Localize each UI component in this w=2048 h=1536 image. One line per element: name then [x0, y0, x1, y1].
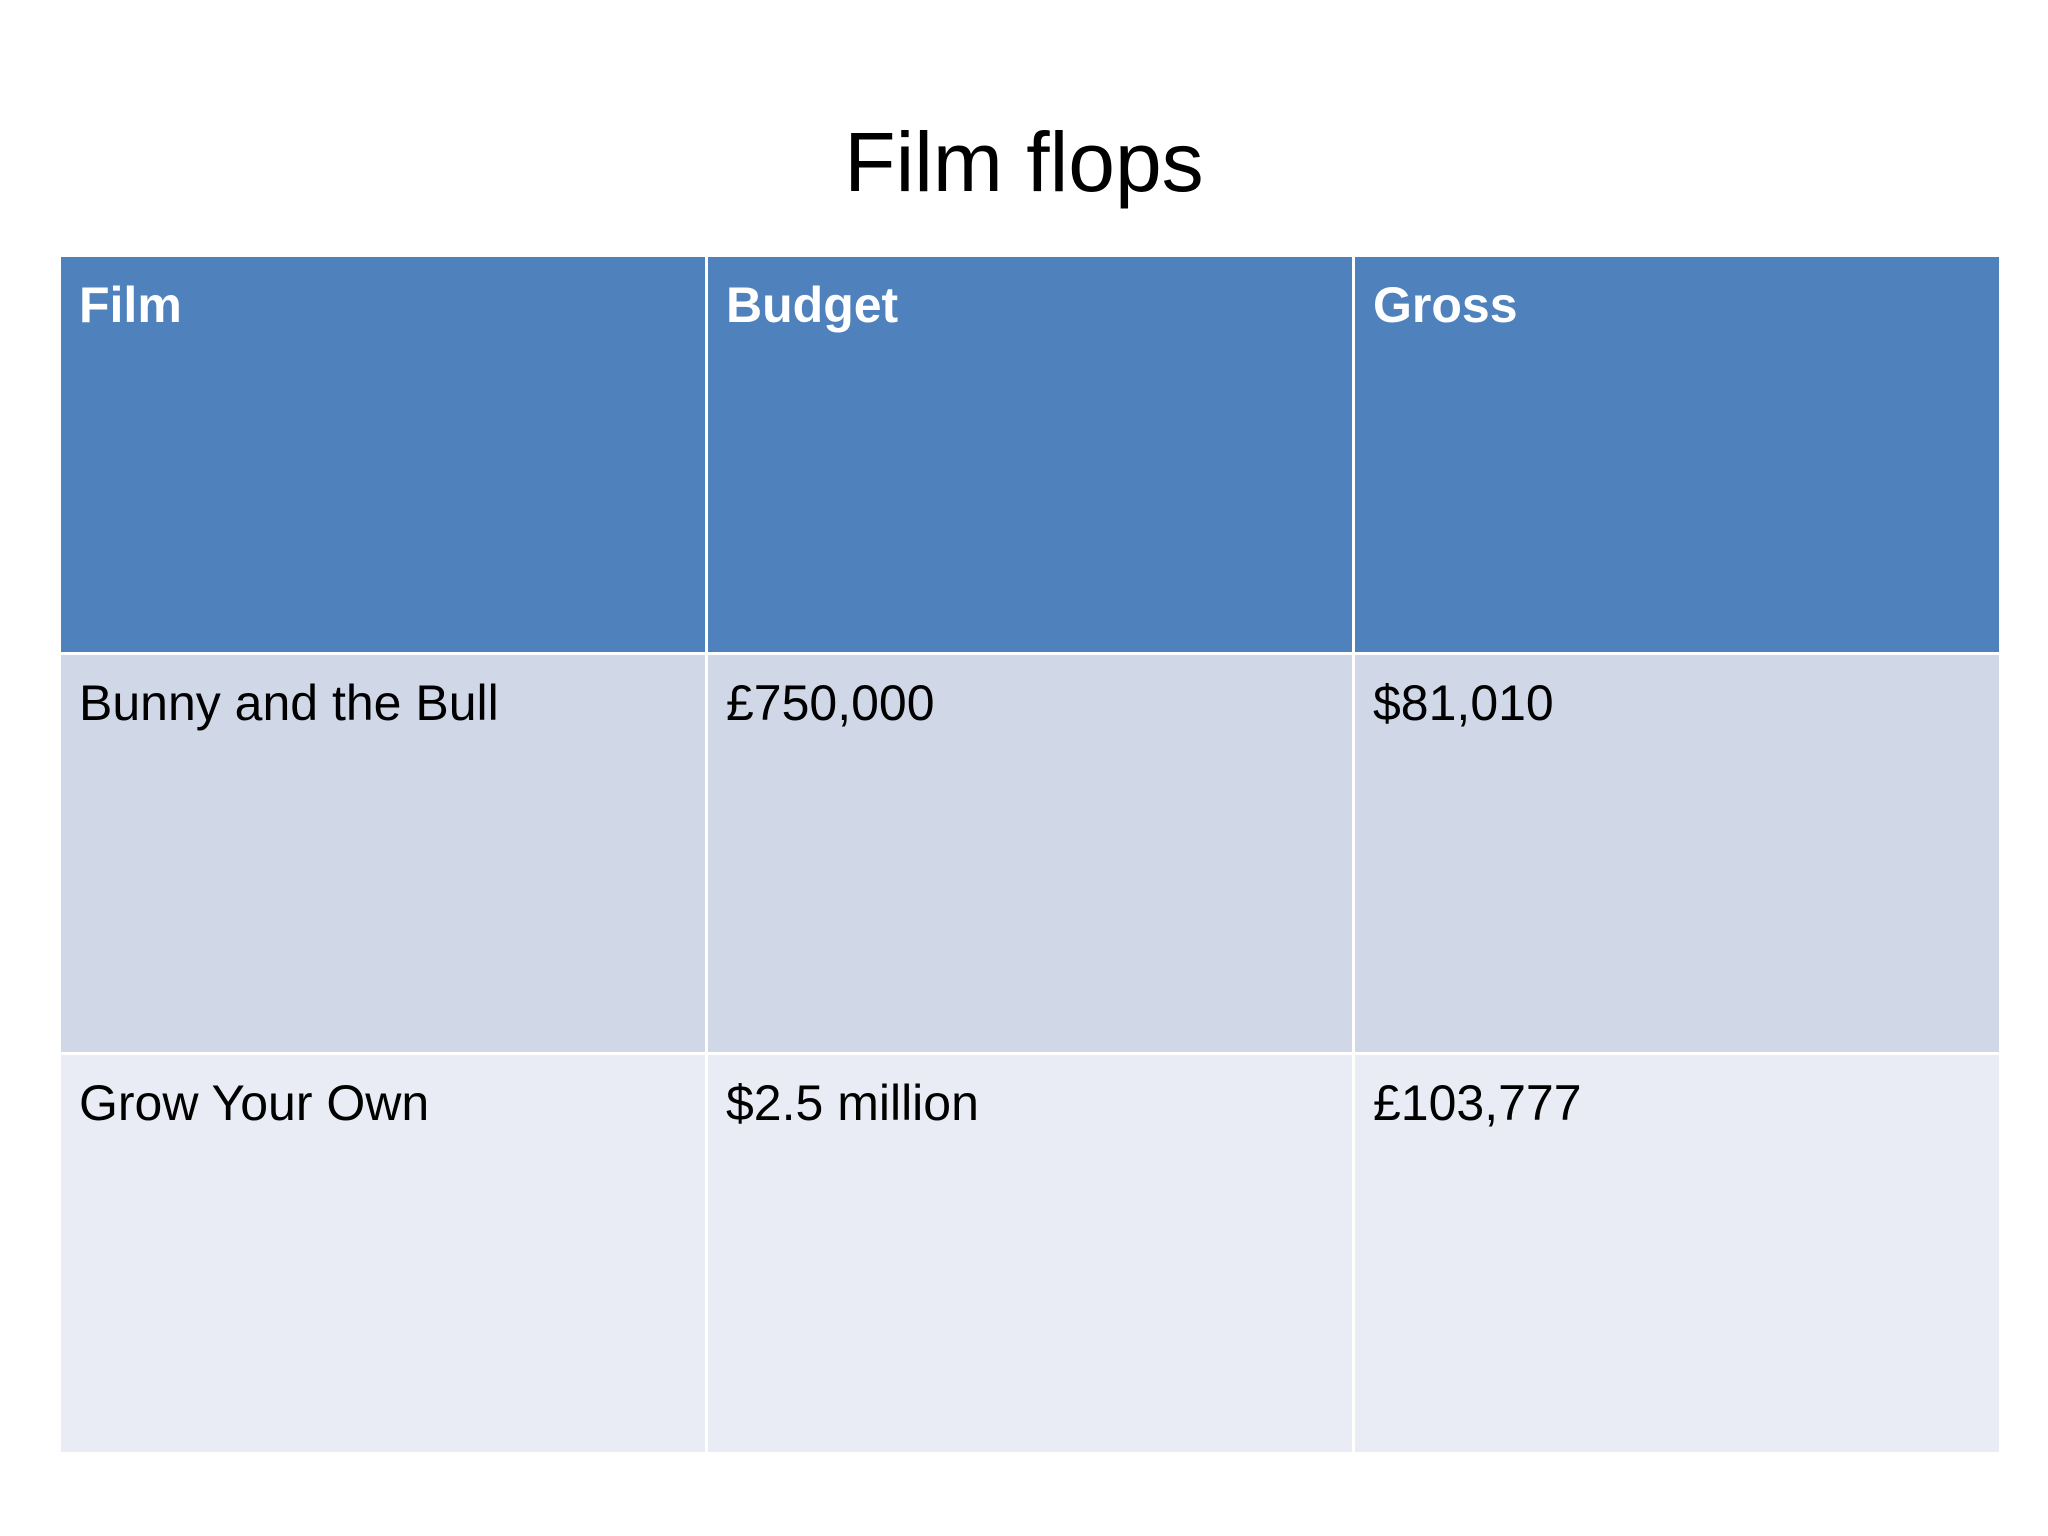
table-row: Bunny and the Bull £750,000 $81,010 — [58, 652, 2002, 1055]
cell-gross: £103,777 — [1352, 1052, 2002, 1455]
header-cell-budget: Budget — [705, 254, 1355, 655]
table-header-row: Film Budget Gross — [58, 254, 2002, 655]
cell-gross: $81,010 — [1352, 652, 2002, 1055]
cell-budget: £750,000 — [705, 652, 1355, 1055]
header-cell-film: Film — [58, 254, 708, 655]
cell-film: Grow Your Own — [58, 1052, 708, 1455]
header-cell-gross: Gross — [1352, 254, 2002, 655]
cell-film: Bunny and the Bull — [58, 652, 708, 1055]
slide-title: Film flops — [844, 115, 1204, 209]
table-row: Grow Your Own $2.5 million £103,777 — [58, 1052, 2002, 1455]
film-table: Film Budget Gross Bunny and the Bull £75… — [58, 254, 2002, 1455]
cell-budget: $2.5 million — [705, 1052, 1355, 1455]
